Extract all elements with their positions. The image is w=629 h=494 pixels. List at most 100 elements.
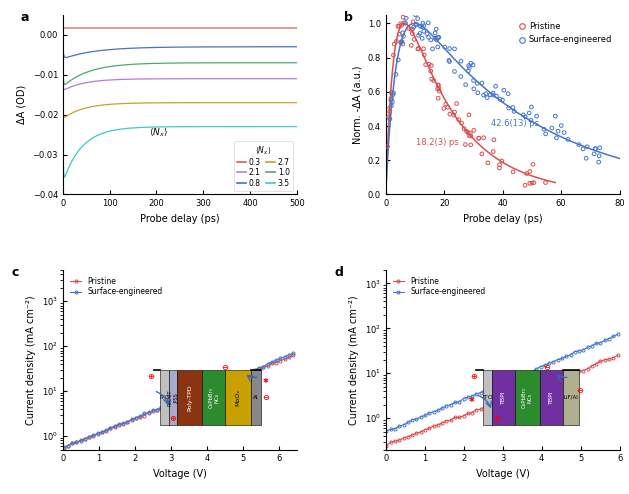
- Point: [527, 179, 537, 187]
- Point: [431, 25, 441, 33]
- Legend: Pristine, Surface-engineered: Pristine, Surface-engineered: [515, 19, 615, 48]
- Point: [459, 125, 469, 133]
- Point: [477, 79, 487, 87]
- Point: [486, 91, 496, 99]
- Pristine: [614, 352, 621, 358]
- Point: [563, 135, 573, 143]
- Point: [385, 104, 395, 112]
- Point: [520, 113, 530, 121]
- Point: [482, 94, 492, 102]
- Point: [411, 20, 421, 28]
- Point: [439, 105, 449, 113]
- Point: [433, 94, 443, 102]
- Pristine: [289, 352, 297, 358]
- Point: [419, 27, 429, 35]
- Text: c: c: [11, 266, 19, 279]
- Point: [411, 11, 421, 19]
- Point: [428, 45, 438, 53]
- Surface-engineered: [264, 361, 272, 367]
- Point: [420, 51, 430, 59]
- Point: [411, 21, 421, 29]
- Point: [413, 15, 423, 23]
- Surface-engineered: [289, 351, 297, 357]
- Point: [398, 29, 408, 37]
- Point: [463, 67, 473, 75]
- Point: [426, 62, 437, 70]
- Point: [594, 158, 604, 166]
- Point: [397, 21, 407, 29]
- Point: [589, 150, 599, 158]
- Point: [528, 161, 538, 168]
- Point: [397, 9, 407, 17]
- Point: [415, 30, 425, 38]
- Point: [426, 67, 436, 75]
- Point: [594, 152, 604, 160]
- Point: [433, 81, 443, 89]
- Point: [494, 161, 504, 169]
- Point: [444, 56, 454, 64]
- Point: [521, 169, 532, 177]
- Point: [457, 119, 467, 127]
- Point: [445, 110, 455, 118]
- Point: [433, 43, 443, 51]
- Point: [526, 116, 536, 124]
- Point: [518, 111, 528, 119]
- Pristine: [469, 410, 476, 415]
- Y-axis label: Current density (mA cm⁻²): Current density (mA cm⁻²): [349, 295, 359, 424]
- Legend: Pristine, Surface-engineered: Pristine, Surface-engineered: [389, 274, 489, 299]
- Point: [474, 134, 484, 142]
- Point: [529, 179, 539, 187]
- Point: [504, 104, 514, 112]
- Pristine: [60, 445, 67, 451]
- Point: [559, 128, 569, 136]
- Point: [462, 127, 472, 135]
- Point: [433, 34, 443, 41]
- Point: [386, 102, 396, 110]
- Pristine: [145, 410, 152, 415]
- Point: [415, 22, 425, 30]
- Point: [428, 77, 438, 84]
- Legend: Pristine, Surface-engineered: Pristine, Surface-engineered: [67, 274, 165, 299]
- Point: [540, 179, 550, 187]
- Point: [398, 32, 408, 40]
- Surface-engineered: [425, 410, 433, 416]
- Point: [389, 89, 399, 97]
- Point: [574, 141, 584, 149]
- Point: [450, 108, 460, 116]
- Surface-engineered: [588, 343, 596, 349]
- Point: [421, 61, 431, 69]
- Point: [578, 145, 588, 153]
- Surface-engineered: [382, 428, 390, 434]
- Pristine: [285, 354, 292, 360]
- Point: [553, 127, 563, 135]
- Pristine: [588, 363, 596, 369]
- Point: [391, 70, 401, 78]
- Point: [472, 80, 482, 87]
- Point: [473, 89, 483, 97]
- Point: [393, 56, 403, 64]
- Point: [430, 35, 440, 42]
- Pristine: [438, 420, 446, 426]
- Point: [403, 24, 413, 32]
- Pristine: [86, 434, 93, 440]
- Text: d: d: [334, 266, 343, 279]
- Point: [465, 141, 476, 149]
- Point: [550, 112, 560, 120]
- Point: [445, 58, 455, 66]
- Point: [401, 19, 411, 27]
- Point: [394, 23, 404, 31]
- Point: [466, 59, 476, 67]
- Point: [556, 122, 566, 129]
- Point: [464, 64, 474, 72]
- Point: [413, 44, 423, 52]
- Point: [396, 38, 406, 45]
- Point: [479, 91, 489, 99]
- Point: [445, 44, 455, 52]
- Point: [499, 86, 509, 94]
- Point: [434, 87, 444, 95]
- Pristine: [425, 425, 433, 431]
- Pristine: [103, 428, 110, 434]
- Surface-engineered: [614, 331, 621, 337]
- Point: [469, 77, 479, 84]
- Point: [408, 25, 418, 33]
